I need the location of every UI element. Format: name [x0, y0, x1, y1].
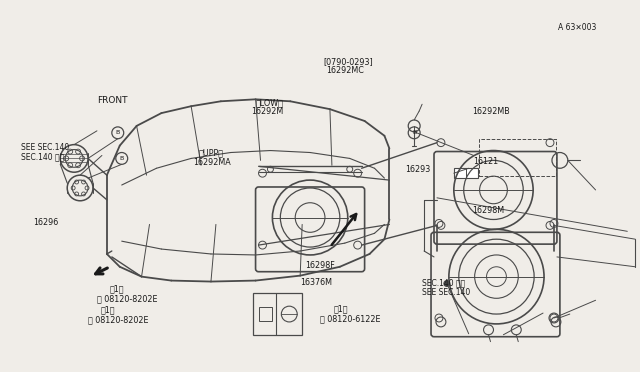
Text: [0790-0293]: [0790-0293]	[323, 57, 373, 66]
Text: 16293: 16293	[406, 165, 431, 174]
Text: SEC.140 参照: SEC.140 参照	[20, 152, 64, 161]
Text: （LOW）: （LOW）	[255, 98, 283, 107]
Text: （1）: （1）	[101, 305, 116, 314]
Text: SEE SEC.140: SEE SEC.140	[422, 288, 470, 297]
Circle shape	[444, 280, 450, 286]
Text: 16298F: 16298F	[305, 262, 335, 270]
Bar	[454, 168, 477, 178]
Text: （UPP）: （UPP）	[198, 148, 223, 157]
Text: B: B	[412, 130, 416, 135]
Text: 16376M: 16376M	[300, 278, 332, 286]
Text: Ⓑ 08120-8202E: Ⓑ 08120-8202E	[88, 315, 149, 324]
Text: 16292MC: 16292MC	[326, 66, 364, 75]
Bar	[479, 139, 556, 176]
Text: SEE SEC.140: SEE SEC.140	[20, 143, 68, 152]
Text: Ⓑ 08120-6122E: Ⓑ 08120-6122E	[320, 314, 381, 323]
Text: B: B	[116, 130, 120, 135]
Text: 16292MB: 16292MB	[472, 108, 510, 116]
Text: Ⓑ 08120-8202E: Ⓑ 08120-8202E	[97, 294, 157, 303]
Text: FRONT: FRONT	[97, 96, 127, 106]
Text: 16292MA: 16292MA	[193, 158, 231, 167]
Text: A 63✕003: A 63✕003	[558, 23, 596, 32]
Bar	[253, 294, 302, 335]
Text: SEC.140 参照: SEC.140 参照	[422, 279, 465, 288]
Text: 16298M: 16298M	[472, 206, 504, 215]
Text: （1）: （1）	[109, 284, 124, 293]
Text: 16121: 16121	[474, 157, 499, 166]
Text: 16292M: 16292M	[252, 108, 284, 116]
Text: （1）: （1）	[334, 304, 348, 313]
Text: 16296: 16296	[33, 218, 58, 227]
Text: B: B	[120, 156, 124, 161]
Bar	[259, 307, 273, 321]
